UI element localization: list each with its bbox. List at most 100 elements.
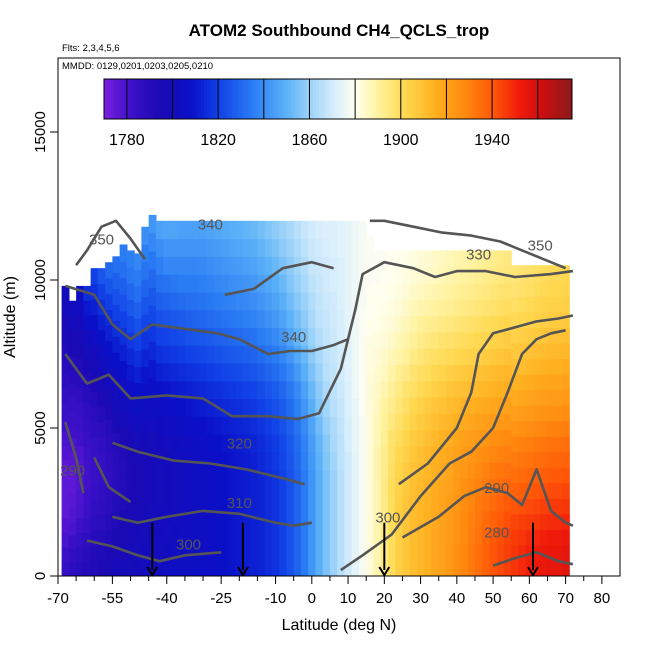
heatmap-cell	[127, 478, 135, 495]
heatmap-cell	[221, 345, 229, 363]
contour-label: 350	[528, 237, 553, 254]
heatmap-cell	[112, 400, 120, 417]
heatmap-cell	[526, 296, 534, 312]
heatmap-cell	[170, 310, 178, 328]
heatmap-cell	[453, 527, 461, 544]
heatmap-cell	[431, 560, 439, 577]
heatmap-cell	[294, 398, 302, 416]
heatmap-cell	[112, 560, 120, 577]
heatmap-cell	[533, 498, 541, 514]
heatmap-cell	[555, 374, 563, 390]
heatmap-cell	[98, 391, 106, 407]
heatmap-cell	[228, 239, 236, 257]
colorbar-swatch	[198, 79, 202, 119]
heatmap-cell	[562, 498, 570, 514]
heatmap-cell	[265, 398, 273, 416]
heatmap-cell	[482, 267, 490, 284]
heatmap-cell	[315, 487, 323, 505]
heatmap-cell	[366, 525, 374, 543]
heatmap-cell	[395, 429, 403, 446]
heatmap-cell	[98, 484, 106, 500]
heatmap-cell	[265, 434, 273, 452]
heatmap-cell	[294, 274, 302, 292]
heatmap-cell	[127, 429, 135, 446]
heatmap-cell	[243, 221, 251, 239]
heatmap-cell	[489, 299, 497, 316]
heatmap-cell	[489, 495, 497, 512]
colorbar-swatch	[432, 79, 436, 119]
heatmap-cell	[141, 419, 149, 437]
heatmap-cell	[460, 364, 468, 381]
heatmap-cell	[482, 283, 490, 300]
heatmap-cell	[373, 316, 381, 333]
heatmap-cell	[141, 366, 149, 384]
heatmap-cell	[555, 529, 563, 545]
heatmap-cell	[446, 446, 454, 463]
heatmap-cell	[388, 348, 396, 365]
heatmap-cell	[482, 348, 490, 365]
colorbar-swatch	[123, 79, 127, 119]
heatmap-cell	[460, 348, 468, 365]
heatmap-cell	[207, 452, 215, 470]
heatmap-cell	[395, 560, 403, 577]
heatmap-cell	[315, 221, 323, 239]
colorbar-swatch	[441, 79, 445, 119]
heatmap-cell	[214, 381, 222, 399]
heatmap-cell	[134, 399, 142, 416]
x-tick-label: -40	[156, 590, 178, 607]
heatmap-cell	[178, 398, 186, 416]
heatmap-cell	[134, 286, 142, 303]
colorbar-swatch	[288, 79, 292, 119]
heatmap-cell	[134, 544, 142, 561]
heatmap-cell	[185, 239, 193, 257]
heatmap-cell	[134, 447, 142, 464]
heatmap-cell	[497, 250, 505, 267]
y-tick-label: 5000	[32, 411, 49, 444]
heatmap-cell	[301, 381, 309, 399]
heatmap-cell	[533, 358, 541, 374]
heatmap-cell	[250, 416, 258, 434]
heatmap-cell	[315, 292, 323, 310]
heatmap-cell	[526, 436, 534, 452]
x-axis: -70 -55 -40 -25 -10 0 10 20 30 40 50 60 70 80	[47, 576, 610, 607]
heatmap-cell	[279, 505, 287, 523]
heatmap-cell	[279, 558, 287, 576]
heatmap-cell	[511, 265, 519, 281]
heatmap-cell	[489, 283, 497, 300]
heatmap-cell	[439, 364, 447, 381]
heatmap-cell	[511, 467, 519, 483]
heatmap-cell	[272, 540, 280, 558]
colorbar-swatch	[404, 79, 408, 119]
heatmap-cell	[562, 467, 570, 483]
heatmap-cell	[323, 540, 331, 558]
heatmap-cell	[141, 332, 149, 350]
heatmap-cell	[540, 514, 548, 530]
heatmap-cell	[236, 416, 244, 434]
contour-label: 290	[484, 480, 509, 497]
colorbar-swatch	[435, 79, 439, 119]
heatmap-cell	[388, 381, 396, 398]
heatmap-cell	[547, 374, 555, 390]
heatmap-cell	[286, 239, 294, 257]
heatmap-cell	[337, 256, 345, 274]
heatmap-cell	[511, 296, 519, 312]
colorbar-swatch	[466, 79, 470, 119]
heatmap-cell	[366, 559, 374, 577]
heatmap-cell	[453, 462, 461, 479]
colorbar-swatch	[491, 79, 495, 119]
heatmap-cell	[294, 381, 302, 399]
colorbar-swatch	[235, 79, 239, 119]
heatmap-cell	[265, 469, 273, 487]
heatmap-cell	[243, 416, 251, 434]
heatmap-cell	[518, 545, 526, 561]
heatmap-cell	[511, 560, 519, 576]
heatmap-cell	[352, 239, 360, 257]
heatmap-cell	[439, 560, 447, 577]
heatmap-cell	[468, 413, 476, 430]
heatmap-cell	[533, 421, 541, 437]
heatmap-cell	[330, 540, 338, 558]
heatmap-cell	[555, 281, 563, 297]
heatmap-cell	[199, 505, 207, 523]
heatmap-cell	[170, 363, 178, 381]
heatmap-cell	[120, 410, 128, 427]
